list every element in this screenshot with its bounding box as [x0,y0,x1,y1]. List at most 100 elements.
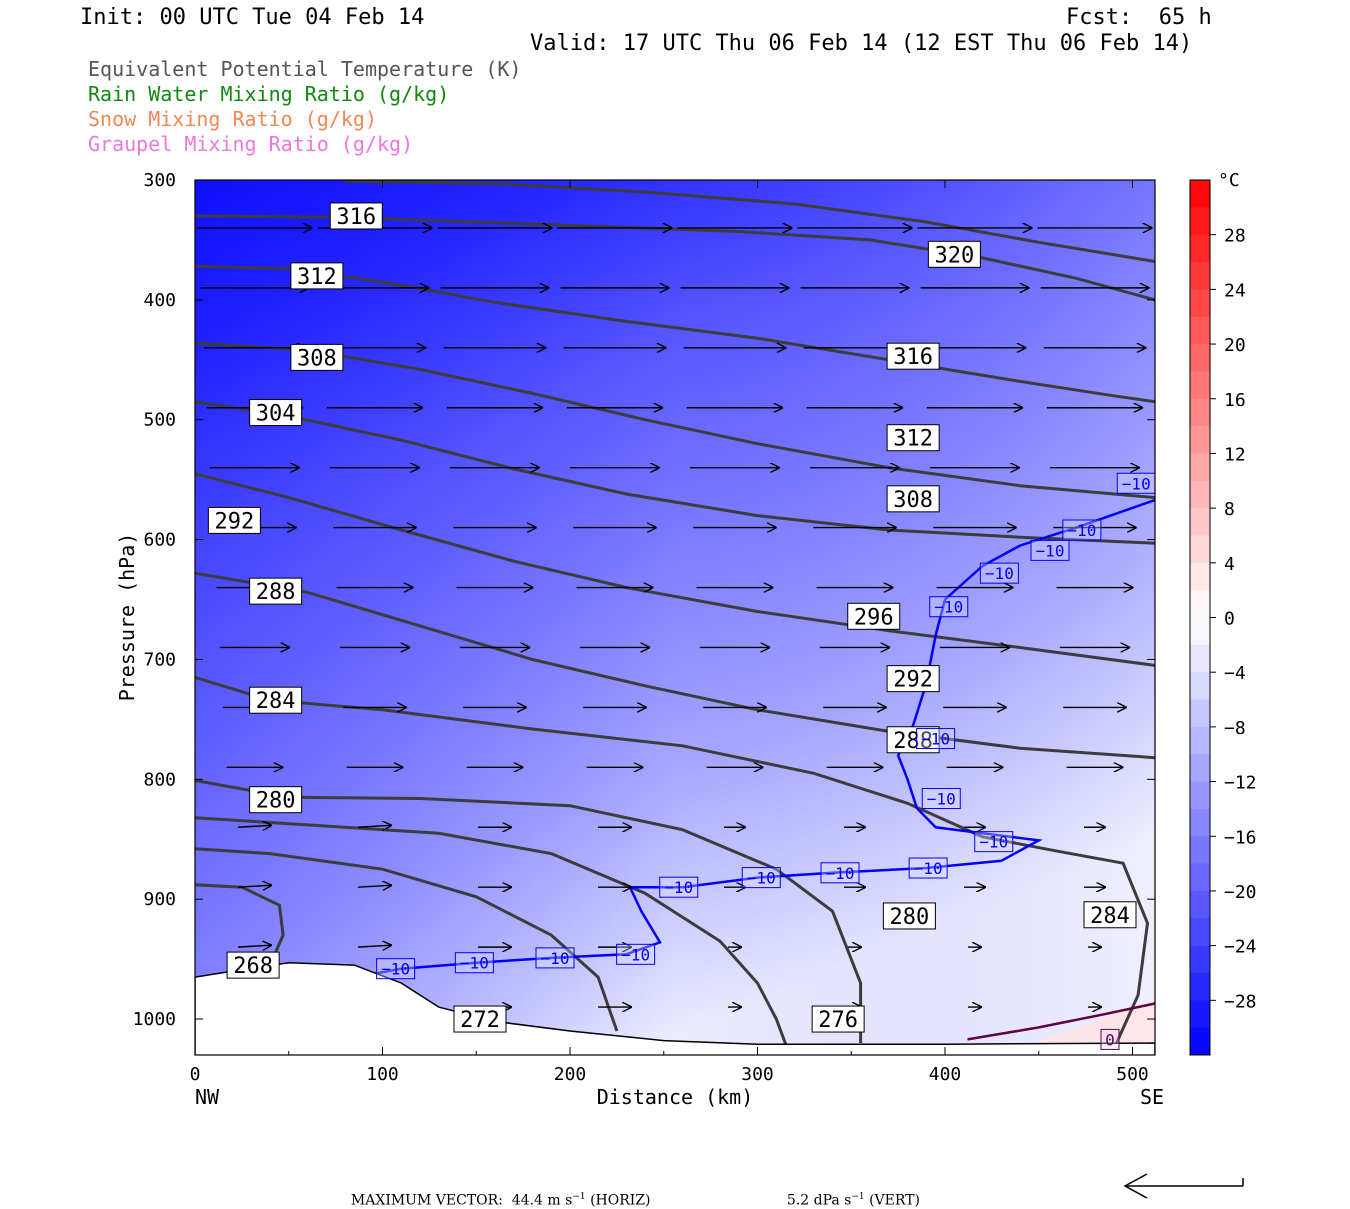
theta-e-label-box [1083,901,1137,929]
theta-e-label: 296 [854,605,894,630]
colorbar-label: −24 [1224,937,1257,958]
colorbar-swatch [1190,234,1210,263]
theta-e-contour [195,571,1155,760]
theta-e-label: 284 [256,689,296,714]
y-axis-label: Pressure (hPa) [115,533,139,702]
temperature-label: −10 [460,954,489,973]
theta-e-contour [195,883,285,966]
wind-arrow [357,945,392,947]
x-tick-label: 300 [741,1064,774,1085]
colorbar-swatch [1190,726,1210,755]
y-tick-label: 500 [143,410,176,431]
theta-e-label: 284 [1090,904,1130,929]
warm-region [1040,1000,1155,1055]
temperature-label: −10 [914,859,943,878]
colorbar-swatch [1190,945,1210,974]
colorbar-swatch [1190,590,1210,618]
colorbar: 28 24 20 16 12 8 4 0 −4 −8 −12 −16 −20 −24 −28 °C [1189,170,1257,1056]
temperature-label-box [1062,519,1102,541]
temperature-label-box [908,857,948,879]
y-tick-label: 800 [143,769,176,790]
theta-e-label-box [927,240,981,268]
theta-e-label: 316 [893,345,933,370]
temperature-label: −10 [985,564,1014,583]
temperature-label: −10 [934,598,963,617]
colorbar-swatch [1190,535,1210,564]
colorbar-label: −28 [1224,991,1257,1012]
theta-e-label: 308 [297,346,337,371]
colorbar-swatch [1190,316,1210,345]
field-rain-water: Rain Water Mixing Ratio (g/kg) [88,82,450,106]
theta-e-contour [195,341,1155,500]
temperature-label: −10 [747,869,776,888]
theta-e-label: 292 [215,509,255,534]
colorbar-label: 12 [1224,444,1246,465]
theta-e-label: 316 [336,205,376,230]
temperature-label-box [616,943,656,965]
theta-e-label: 292 [893,668,933,693]
temperature-label-box [1030,539,1070,561]
colorbar-label: −16 [1224,827,1257,848]
colorbar-swatch [1190,398,1210,427]
x-axis-label: Distance (km) [597,1085,754,1109]
theta-e-label: 312 [297,265,337,290]
colorbar-swatch [1190,836,1210,865]
temperature-label: −10 [664,878,693,897]
wind-arrow [237,945,272,947]
colorbar-swatch [1190,371,1210,400]
y-tick-label: 400 [143,290,176,311]
colorbar-label: −8 [1224,718,1246,739]
se-label: SE [1140,1085,1164,1109]
y-tick-label: 900 [143,889,176,910]
theta-e-contour [195,779,863,1043]
colorbar-swatch [1190,672,1210,701]
theta-e-label: 288 [893,729,933,754]
nw-label: NW [195,1085,220,1109]
theta-e-label-box [207,506,261,534]
colorbar-label: 28 [1224,226,1246,247]
x-tick-label: 0 [190,1064,201,1085]
temperature-label: −10 [826,864,855,883]
colorbar-swatch [1190,617,1210,646]
theta-e-label: 308 [893,488,933,513]
colorbar-swatch [1190,480,1210,509]
theta-e-label: 276 [818,1008,858,1033]
colorbar-label: 24 [1224,280,1246,301]
colorbar-swatch [1190,508,1210,536]
theta-e-label-box [290,262,344,290]
colorbar-label: −12 [1224,773,1257,794]
temperature-label-box [979,562,1019,584]
wind-arrow [237,825,272,827]
theta-e-label-box [249,577,303,605]
temperature-label: −10 [1122,474,1151,493]
colorbar-label: 4 [1224,554,1235,575]
x-tick-label: 400 [929,1064,962,1085]
temperature-label-box [659,876,699,898]
field-graupel: Graupel Mixing Ratio (g/kg) [88,132,414,156]
wind-arrow [237,885,272,887]
temperature-label-box [1116,472,1155,494]
temperature-label-box [376,958,416,980]
theta-e-label-box [453,1005,507,1033]
y-tick-label: 300 [143,170,176,191]
temperature-label-box [741,867,781,889]
field-snow: Snow Mixing Ratio (g/kg) [88,107,377,131]
temperature-label: 0 [1105,1030,1115,1049]
temperature-label: −10 [979,833,1008,852]
theta-e-label: 268 [233,954,273,979]
field-theta-e: Equivalent Potential Temperature (K) [88,57,522,81]
y-tick-label: 1000 [133,1009,176,1030]
colorbar-label: 0 [1224,609,1235,630]
temperature-contour [356,498,1155,979]
init-time: Init: 00 UTC Tue 04 Feb 14 [80,5,425,30]
temperature-label-box [916,728,956,750]
theta-e-label-box [847,602,901,630]
theta-e-contour [195,214,1155,302]
theta-e-label: 320 [935,243,975,268]
theta-e-label-box [886,424,940,452]
theta-e-label-box [886,665,940,693]
colorbar-label: −20 [1224,882,1257,903]
theta-e-label: 312 [893,427,933,452]
colorbar-swatch [1190,562,1210,591]
